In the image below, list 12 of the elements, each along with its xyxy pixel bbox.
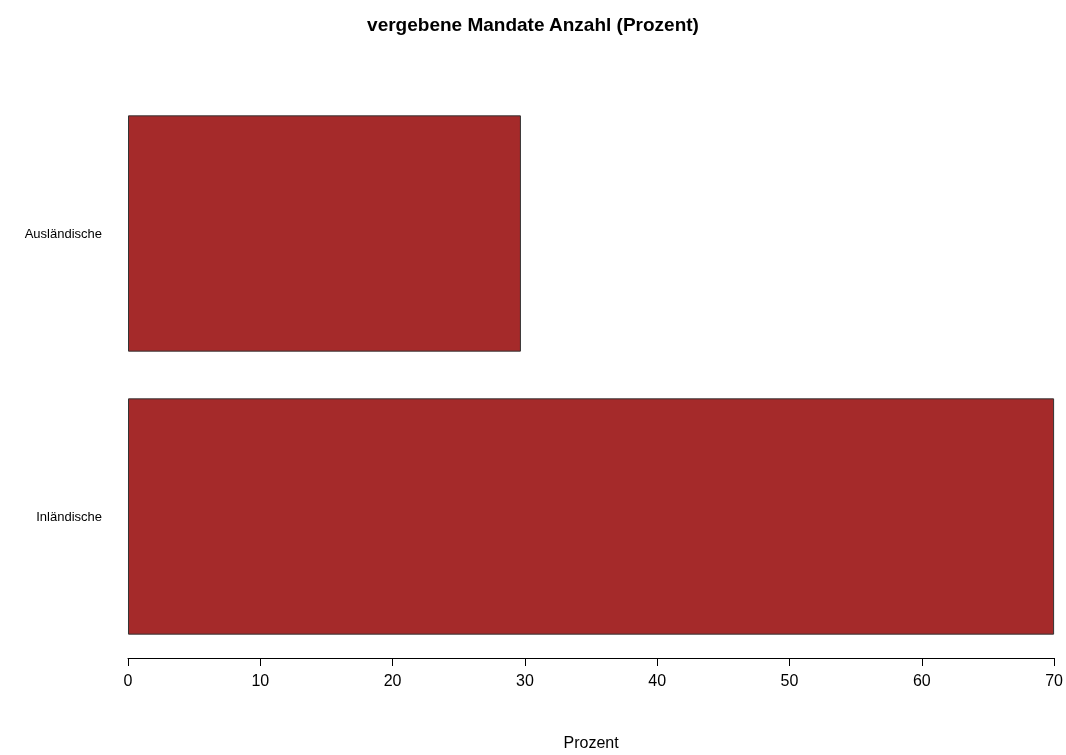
x-tick-label: 60 <box>912 671 931 689</box>
x-tick-label: 10 <box>251 671 270 689</box>
x-axis-title: Prozent <box>563 733 620 751</box>
x-tick-label: 70 <box>1045 671 1064 689</box>
y-tick-label: Ausländische <box>24 226 102 241</box>
y-tick-label: Inländische <box>36 509 102 524</box>
x-tick-label: 40 <box>648 671 667 689</box>
x-tick-label: 0 <box>123 671 133 689</box>
x-tick-label: 50 <box>780 671 799 689</box>
x-tick-label: 30 <box>516 671 534 689</box>
chart-title: vergebene Mandate Anzahl (Prozent) <box>367 14 699 35</box>
x-tick-label: 20 <box>383 671 402 689</box>
